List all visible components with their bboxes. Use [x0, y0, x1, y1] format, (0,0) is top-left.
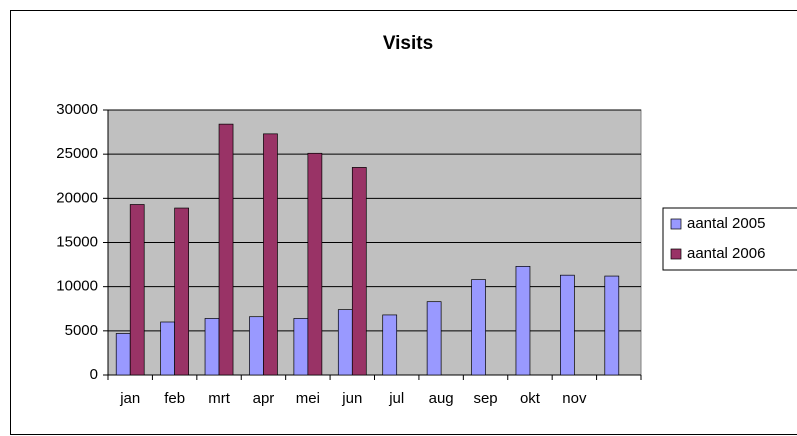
- bar: [382, 314, 398, 376]
- bar: [471, 279, 486, 376]
- x-tick-label: nov: [562, 390, 587, 407]
- bar: [293, 318, 309, 376]
- bar: [263, 133, 278, 376]
- x-tick-label: jul: [388, 390, 404, 407]
- legend-label: aantal 2005: [687, 215, 765, 232]
- x-tick-label: okt: [520, 390, 541, 407]
- y-tick-label: 15000: [56, 233, 98, 250]
- bar: [249, 316, 264, 376]
- y-tick-label: 5000: [65, 322, 98, 339]
- x-tick-label: mei: [296, 390, 320, 407]
- x-tick-label: jun: [341, 390, 362, 407]
- chart-title: Visits: [383, 33, 433, 54]
- legend-swatch: [670, 218, 682, 230]
- bar: [204, 318, 220, 376]
- x-tick-label: jan: [119, 390, 140, 407]
- x-tick-label: apr: [253, 390, 275, 407]
- x-tick-label: mrt: [208, 390, 230, 407]
- bar: [426, 301, 442, 376]
- y-tick-label: 20000: [56, 189, 98, 206]
- legend-box: [662, 207, 797, 271]
- bar: [351, 167, 367, 376]
- y-tick-label: 30000: [56, 101, 98, 118]
- y-tick-label: 10000: [56, 278, 98, 295]
- bar: [115, 333, 131, 376]
- x-tick-label: aug: [429, 390, 454, 407]
- legend-label: aantal 2006: [687, 245, 765, 262]
- bar: [129, 204, 145, 376]
- bar: [218, 123, 234, 376]
- bar: [560, 274, 575, 376]
- bar: [337, 309, 353, 376]
- bar: [174, 207, 189, 376]
- bar: [515, 266, 531, 376]
- x-tick-label: sep: [473, 390, 497, 407]
- bar: [307, 152, 323, 376]
- bar: [160, 321, 175, 376]
- y-tick-label: 25000: [56, 145, 98, 162]
- y-tick-label: 0: [90, 366, 98, 383]
- bar: [604, 275, 620, 376]
- legend-swatch: [670, 248, 682, 260]
- x-tick-label: feb: [164, 390, 185, 407]
